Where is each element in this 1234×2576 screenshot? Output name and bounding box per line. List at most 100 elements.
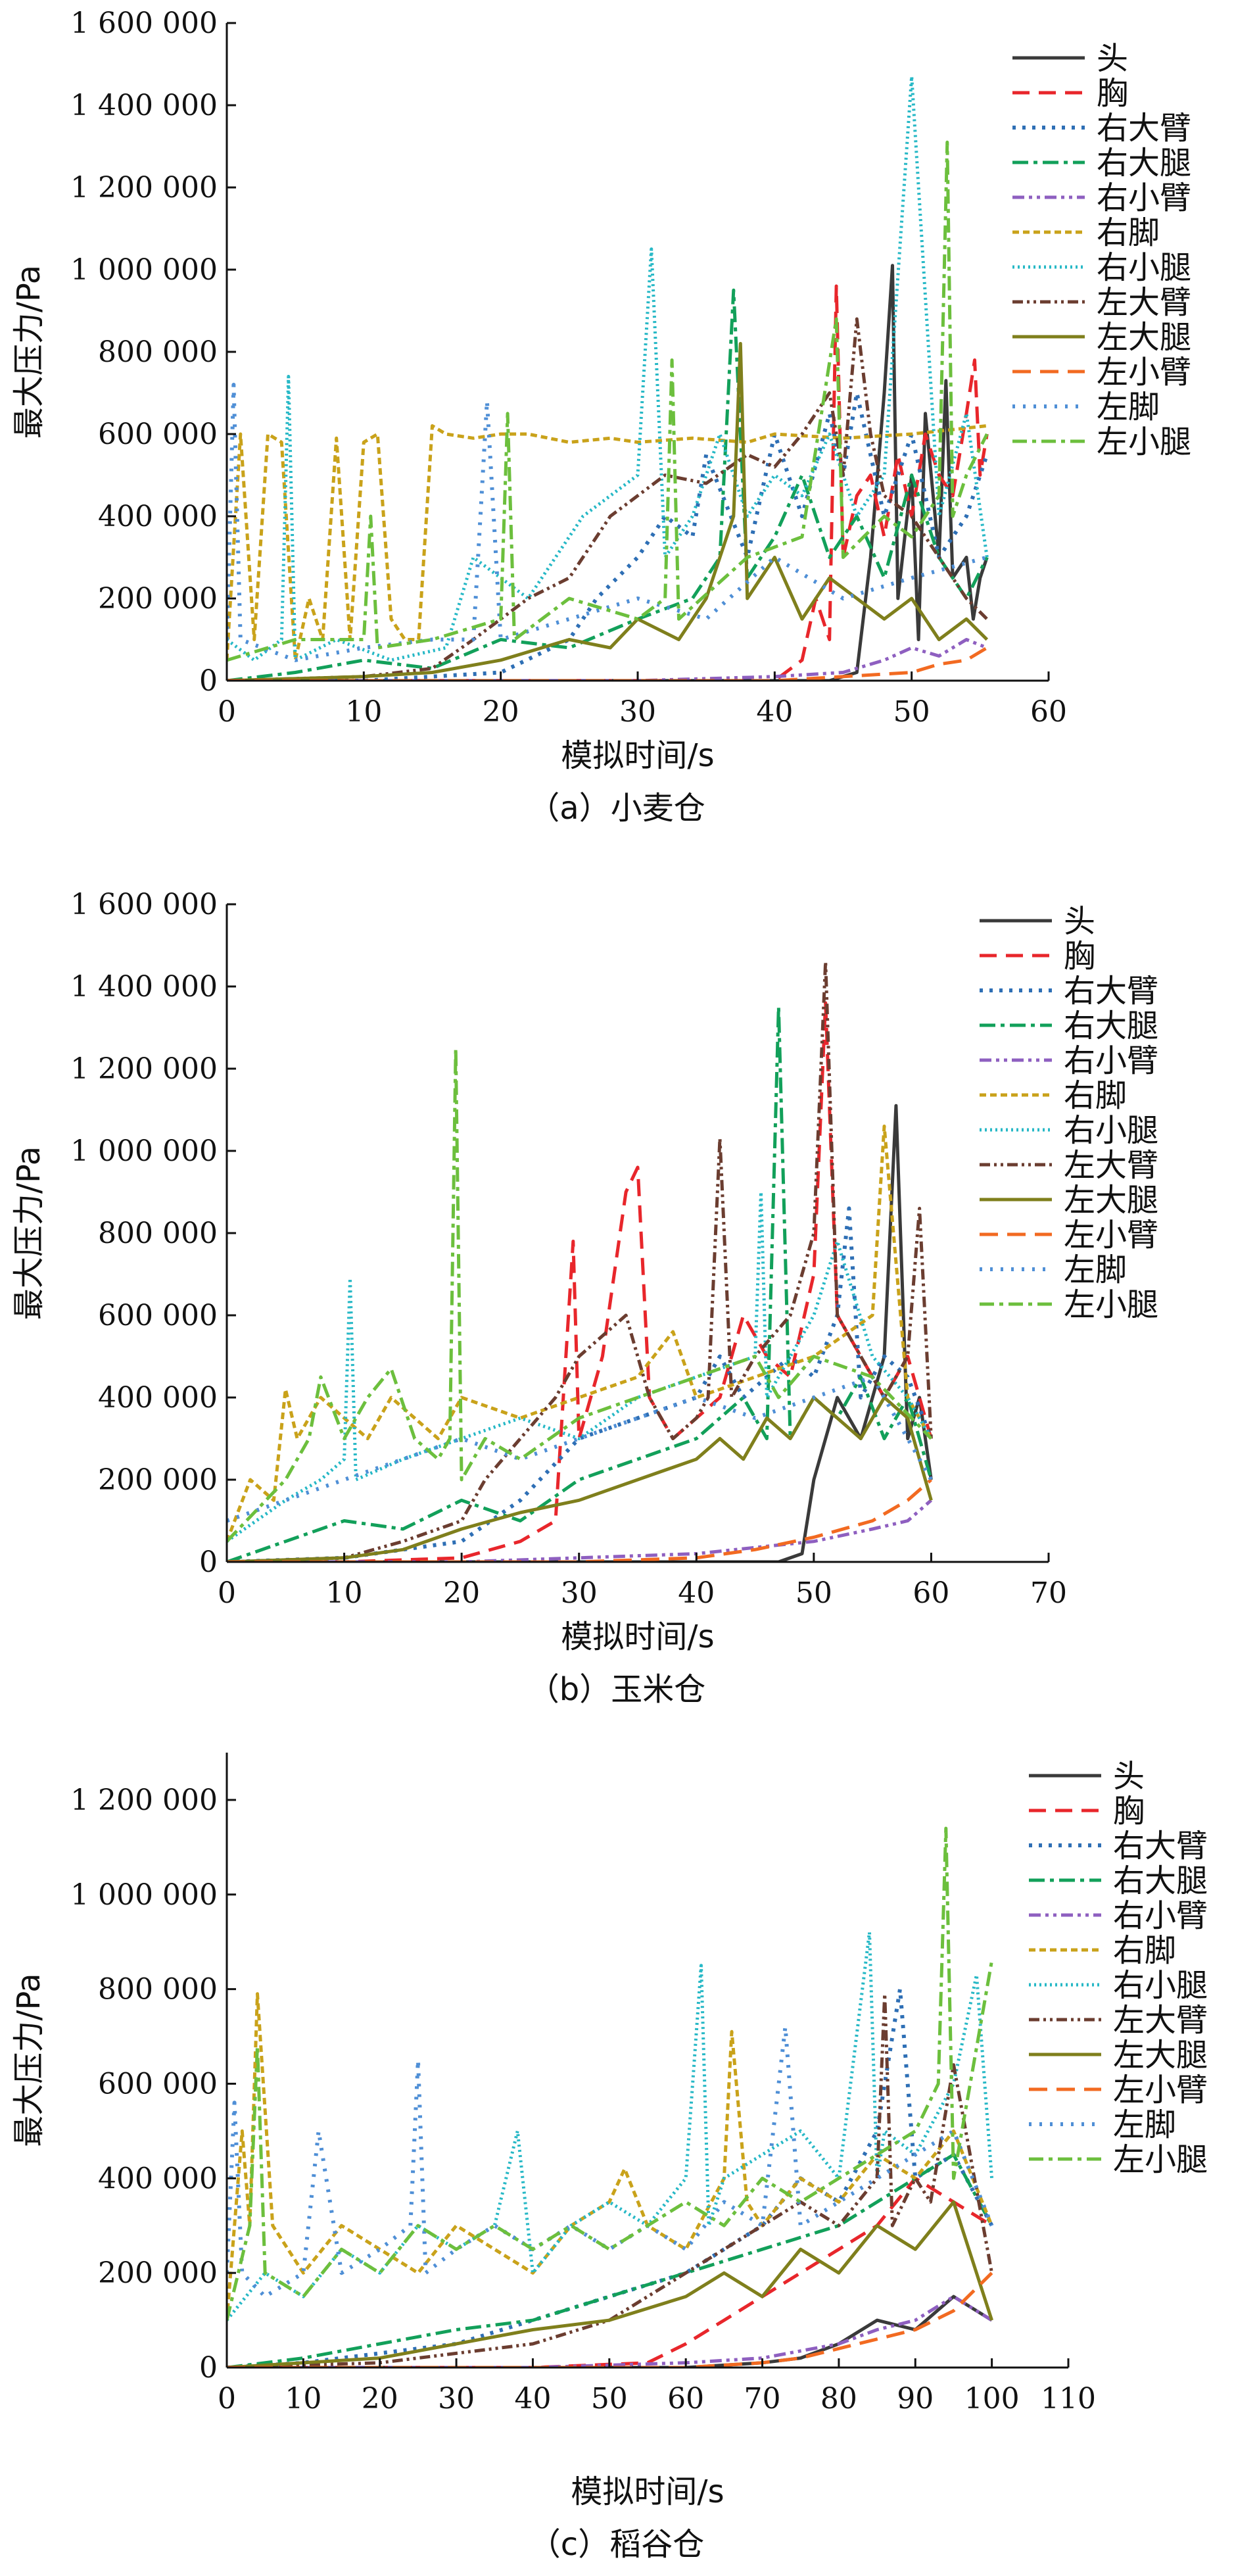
y-tick-label: 1 000 000 bbox=[70, 253, 218, 287]
legend-entry-label: 右大臂 bbox=[1097, 110, 1191, 147]
legend-entry-label: 右小臂 bbox=[1113, 1897, 1208, 1934]
y-tick-label: 800 000 bbox=[98, 1217, 218, 1250]
x-tick-label: 20 bbox=[362, 2382, 398, 2416]
y-tick-label: 0 bbox=[199, 664, 218, 698]
x-tick-label: 80 bbox=[820, 2382, 857, 2416]
x-axis-label: 模拟时间/s bbox=[571, 2473, 724, 2510]
series-line-3 bbox=[227, 288, 989, 681]
y-tick-label: 600 000 bbox=[98, 1299, 218, 1332]
x-tick-label: 0 bbox=[218, 695, 236, 729]
chart-wheat-bin: 0 10 20 30 40 50 60 0 200 000 400 000 600 000 800 0… bbox=[11, 7, 1191, 827]
x-tick-label: 40 bbox=[514, 2382, 551, 2416]
series-line-11 bbox=[227, 140, 989, 662]
y-tick-label: 1 000 000 bbox=[70, 1878, 218, 1912]
y-tick-label: 1 200 000 bbox=[70, 171, 218, 205]
y-tick-label: 1 600 000 bbox=[70, 7, 218, 40]
series-line-9 bbox=[227, 1478, 933, 1562]
legend-entry-label: 胸 bbox=[1064, 938, 1095, 975]
x-tick-label: 0 bbox=[218, 1576, 236, 1610]
legend-entry-label: 右脚 bbox=[1064, 1077, 1127, 1114]
chart-corn-bin: 0 10 20 30 40 50 60 70 0 200 000 400 000 600 000 800… bbox=[11, 888, 1158, 1708]
series-line-4 bbox=[227, 2295, 993, 2368]
series-line-7 bbox=[227, 317, 989, 681]
y-tick-label: 1 000 000 bbox=[70, 1134, 218, 1168]
legend-entry-label: 右小臂 bbox=[1064, 1042, 1158, 1079]
x-tick-label: 30 bbox=[561, 1576, 598, 1610]
legend-entry-label: 左脚 bbox=[1113, 2106, 1176, 2143]
series-line-5 bbox=[227, 1125, 933, 1542]
legend-entry-label: 左小腿 bbox=[1113, 2141, 1208, 2178]
y-axis-label: 最大压力/Pa bbox=[11, 1973, 47, 2147]
legend-entry-label: 右大腿 bbox=[1064, 1008, 1158, 1044]
y-tick-label: 400 000 bbox=[98, 2162, 218, 2195]
x-tick-label: 60 bbox=[1030, 695, 1067, 729]
legend-entry-label: 右小腿 bbox=[1064, 1112, 1158, 1149]
legend-entry-label: 左小腿 bbox=[1097, 424, 1191, 460]
y-tick-label: 1 200 000 bbox=[70, 1784, 218, 1817]
y-tick-label: 200 000 bbox=[98, 582, 218, 616]
legend-entry-label: 左小腿 bbox=[1064, 1286, 1158, 1323]
legend-entry-label: 右大腿 bbox=[1097, 145, 1191, 182]
x-tick-label: 50 bbox=[795, 1576, 832, 1610]
y-tick-label: 1 200 000 bbox=[70, 1052, 218, 1086]
x-tick-label: 40 bbox=[678, 1576, 715, 1610]
legend-entry-label: 头 bbox=[1064, 903, 1095, 940]
x-tick-label: 100 bbox=[964, 2382, 1020, 2416]
series-group bbox=[227, 960, 934, 1562]
subfigure-caption: （a）小麦仓 bbox=[528, 790, 705, 827]
legend-entry-label: 右大臂 bbox=[1113, 1828, 1208, 1864]
y-tick-label: 1 400 000 bbox=[70, 970, 218, 1004]
legend-entry-label: 头 bbox=[1097, 40, 1128, 77]
x-tick-label: 30 bbox=[438, 2382, 475, 2416]
x-tick-label: 30 bbox=[619, 695, 656, 729]
legend-entry-label: 胸 bbox=[1097, 75, 1128, 112]
series-line-8 bbox=[227, 342, 989, 681]
legend-entry-label: 左大臂 bbox=[1097, 284, 1191, 321]
y-tick-label: 0 bbox=[199, 2351, 218, 2385]
legend-entry-label: 头 bbox=[1113, 1758, 1145, 1795]
series-group bbox=[227, 1826, 994, 2368]
series-line-9 bbox=[227, 2272, 993, 2368]
series-line-5 bbox=[227, 424, 987, 662]
x-axis-label: 模拟时间/s bbox=[561, 737, 714, 774]
x-tick-label: 40 bbox=[756, 695, 793, 729]
legend-entry-label: 右小腿 bbox=[1097, 249, 1191, 286]
y-tick-label: 800 000 bbox=[98, 1973, 218, 2006]
series-line-6 bbox=[227, 1190, 933, 1543]
legend-entry-label: 右脚 bbox=[1113, 1932, 1176, 1969]
series-line-9 bbox=[227, 646, 988, 681]
y-axis-label: 最大压力/Pa bbox=[11, 1146, 47, 1320]
series-line-1 bbox=[227, 284, 989, 681]
legend-entry-label: 左大腿 bbox=[1097, 319, 1191, 356]
x-tick-label: 60 bbox=[913, 1576, 949, 1610]
legend-entry-label: 右大腿 bbox=[1113, 1862, 1208, 1899]
chart-rice-bin: 0 10 20 30 40 50 60 70 80 90 100 110 0 200 000 400 000… bbox=[11, 1753, 1208, 2563]
legend-entry-label: 右脚 bbox=[1097, 214, 1160, 251]
subfigure-caption: （c）稻谷仓 bbox=[529, 2526, 704, 2563]
legend-entry-label: 左小臂 bbox=[1097, 354, 1191, 391]
x-tick-label: 20 bbox=[443, 1576, 480, 1610]
y-tick-label: 600 000 bbox=[98, 418, 218, 451]
legend-entry-label: 左大臂 bbox=[1064, 1147, 1158, 1184]
x-axis-label: 模拟时间/s bbox=[561, 1618, 714, 1655]
x-tick-label: 70 bbox=[744, 2382, 781, 2416]
y-tick-label: 400 000 bbox=[98, 500, 218, 533]
x-tick-label: 60 bbox=[667, 2382, 704, 2416]
x-tick-label: 20 bbox=[483, 695, 519, 729]
series-line-11 bbox=[227, 1046, 933, 1543]
y-axis-label: 最大压力/Pa bbox=[11, 265, 47, 439]
y-tick-label: 400 000 bbox=[98, 1381, 218, 1415]
y-tick-label: 200 000 bbox=[98, 2256, 218, 2290]
legend-entry-label: 右大臂 bbox=[1064, 973, 1158, 1009]
series-line-3 bbox=[227, 1005, 933, 1562]
x-tick-label: 90 bbox=[897, 2382, 934, 2416]
series-line-8 bbox=[227, 2200, 993, 2368]
legend-entry-label: 右小腿 bbox=[1113, 1967, 1208, 2004]
series-line-5 bbox=[227, 1992, 993, 2321]
series-line-2 bbox=[227, 1987, 994, 2368]
